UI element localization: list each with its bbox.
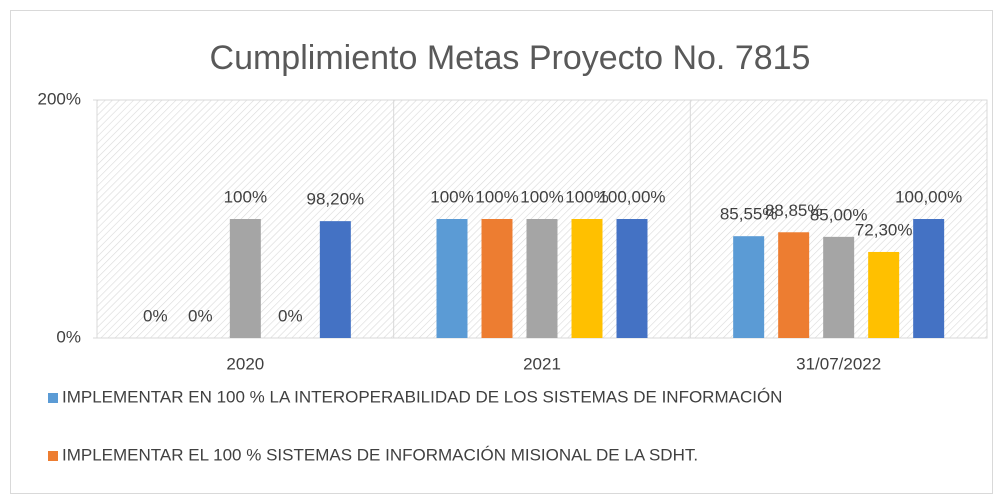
bar [913,219,945,338]
bar [571,219,603,338]
x-tick-label: 31/07/2022 [796,354,881,373]
y-tick-label: 0% [56,327,81,346]
bar [778,232,810,338]
chart-title: Cumplimiento Metas Proyecto No. 7815 [210,39,811,77]
data-label: 100% [565,187,608,206]
data-label: 0% [278,306,303,325]
legend-label: IMPLEMENTAR EN 100 % LA INTEROPERABILIDA… [62,387,782,406]
data-label: 85,55% [720,205,778,224]
legend-label: IMPLEMENTAR EL 100 % SISTEMAS DE INFORMA… [62,445,698,464]
data-label: 0% [188,306,213,325]
bar [526,219,558,338]
y-tick-label: 200% [38,89,81,108]
data-label: 0% [143,306,168,325]
data-label: 85,00% [810,205,868,224]
data-label: 100% [224,187,267,206]
data-label: 98,20% [306,190,364,209]
legend-swatch [48,393,58,403]
bar [229,219,261,338]
bar [436,219,468,338]
data-label: 100% [430,187,473,206]
bar [823,236,855,338]
bar [616,219,648,338]
data-label: 72,30% [855,220,913,239]
data-label: 100,00% [895,187,962,206]
bar [319,221,351,338]
legend-swatch [48,451,58,461]
bar [481,219,513,338]
bar [868,251,900,338]
x-tick-label: 2020 [226,354,264,373]
data-label: 88,85% [765,201,823,220]
data-label: 100,00% [598,187,665,206]
x-tick-label: 2021 [523,354,561,373]
bar [733,236,765,338]
data-label: 100% [520,187,563,206]
data-label: 100% [475,187,518,206]
